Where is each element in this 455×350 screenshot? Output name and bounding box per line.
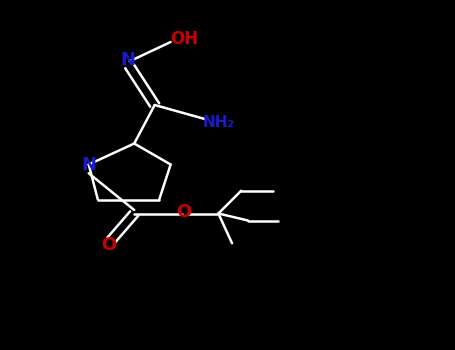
Text: O: O [101,236,117,254]
Text: N: N [81,155,96,174]
Text: N: N [120,51,135,69]
Text: OH: OH [170,30,198,48]
Text: O: O [176,203,191,221]
Text: NH₂: NH₂ [202,115,234,130]
